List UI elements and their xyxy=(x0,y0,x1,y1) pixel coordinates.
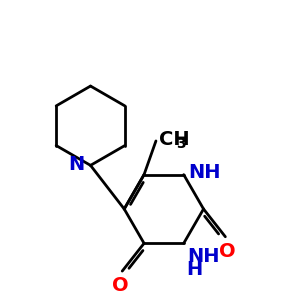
Text: O: O xyxy=(219,242,236,260)
Text: NH: NH xyxy=(188,247,220,266)
Text: O: O xyxy=(112,276,129,295)
Text: H: H xyxy=(186,260,203,279)
Text: 3: 3 xyxy=(177,137,186,151)
Text: NH: NH xyxy=(188,163,221,182)
Text: CH: CH xyxy=(159,130,190,149)
Text: N: N xyxy=(69,155,85,174)
